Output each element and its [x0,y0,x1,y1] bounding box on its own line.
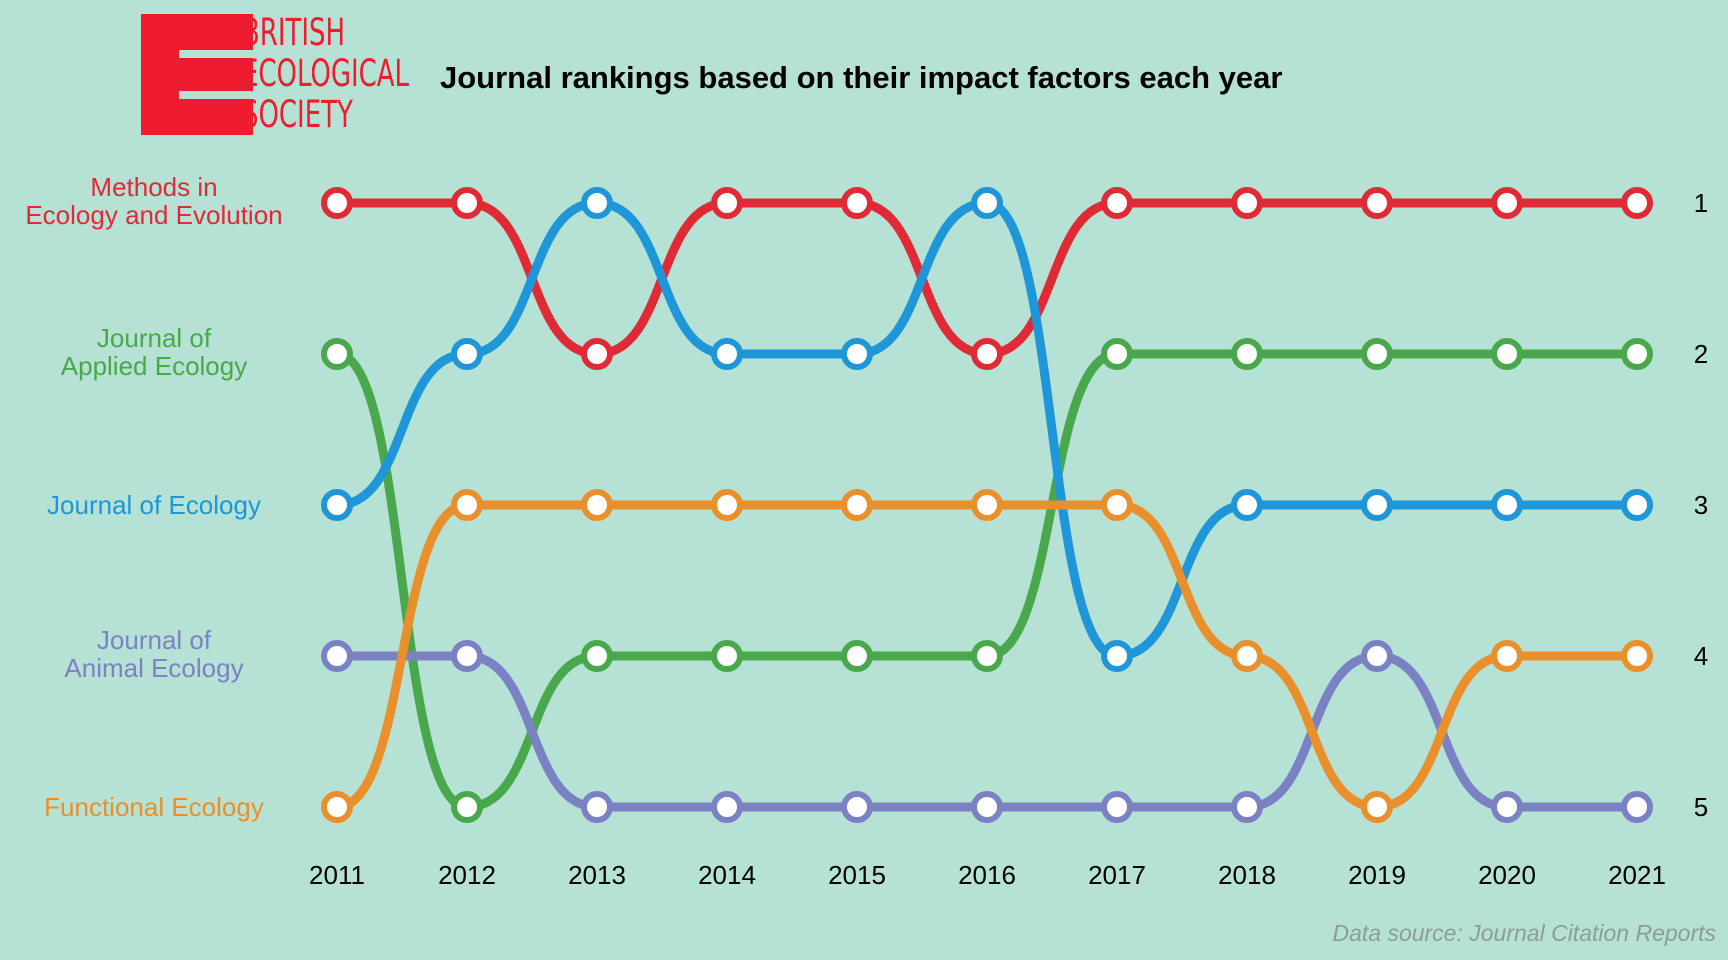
point-journal-of-ecology-2017 [1101,640,1133,672]
point-functional-ecology-2011 [321,791,353,823]
point-journal-of-animal-ecology-2018 [1231,791,1263,823]
bes-logo-wordmark: BRITISH ECOLOGICAL SOCIETY [242,12,409,135]
year-label-2011: 2011 [309,860,365,890]
point-journal-of-ecology-2016 [971,187,1003,219]
point-journal-of-animal-ecology-2014 [711,791,743,823]
point-methods-in-ecology-and-evolution-2011 [321,187,353,219]
logo-line-1: BRITISH [242,11,346,54]
point-functional-ecology-2021 [1621,640,1653,672]
year-label-2021: 2021 [1608,860,1666,890]
point-functional-ecology-2013 [581,489,613,521]
point-journal-of-animal-ecology-2013 [581,791,613,823]
point-functional-ecology-2014 [711,489,743,521]
point-journal-of-applied-ecology-2015 [841,640,873,672]
journal-labels: Methods in Ecology and Evolution Journal o… [25,172,282,822]
series-line-journal-of-ecology [332,198,1642,661]
point-journal-of-ecology-2015 [841,338,873,370]
series-line-journal-of-animal-ecology [332,651,1642,812]
chart-title: Journal rankings based on their impact f… [440,60,1283,95]
logo-line-3: SOCIETY [242,93,353,136]
point-journal-of-applied-ecology-2020 [1491,338,1523,370]
point-methods-in-ecology-and-evolution-2012 [451,187,483,219]
series-line-functional-ecology [332,500,1642,812]
point-journal-of-animal-ecology-2019 [1361,640,1393,672]
point-journal-of-animal-ecology-2011 [321,640,353,672]
point-journal-of-applied-ecology-2018 [1231,338,1263,370]
point-methods-in-ecology-and-evolution-2017 [1101,187,1133,219]
rank-label-4: 4 [1694,641,1708,671]
year-label-2015: 2015 [828,860,886,890]
point-journal-of-applied-ecology-2011 [321,338,353,370]
point-journal-of-animal-ecology-2017 [1101,791,1133,823]
point-methods-in-ecology-and-evolution-2016 [971,338,1003,370]
point-methods-in-ecology-and-evolution-2020 [1491,187,1523,219]
point-journal-of-animal-ecology-2015 [841,791,873,823]
point-journal-of-ecology-2018 [1231,489,1263,521]
series-points [321,187,1653,823]
point-functional-ecology-2012 [451,489,483,521]
rank-label-2: 2 [1694,339,1708,369]
point-journal-of-animal-ecology-2012 [451,640,483,672]
point-journal-of-ecology-2011 [321,489,353,521]
year-label-2019: 2019 [1348,860,1406,890]
year-labels: 2011 2012 2013 2014 2015 2016 2017 2018 2019 2020… [309,860,1666,890]
rank-label-3: 3 [1694,490,1708,520]
point-journal-of-applied-ecology-2017 [1101,338,1133,370]
point-functional-ecology-2015 [841,489,873,521]
bes-logo-mark [141,14,253,135]
year-label-2013: 2013 [568,860,626,890]
year-label-2018: 2018 [1218,860,1276,890]
year-label-2014: 2014 [698,860,756,890]
year-label-2012: 2012 [438,860,496,890]
point-journal-of-ecology-2012 [451,338,483,370]
point-journal-of-applied-ecology-2016 [971,640,1003,672]
point-methods-in-ecology-and-evolution-2018 [1231,187,1263,219]
journal-label-methods-in-ecology-and-evolution: Methods in Ecology and Evolution [25,172,282,230]
point-journal-of-applied-ecology-2019 [1361,338,1393,370]
journal-label-journal-of-animal-ecology: Journal of Animal Ecology [64,625,243,683]
point-methods-in-ecology-and-evolution-2019 [1361,187,1393,219]
point-journal-of-ecology-2020 [1491,489,1523,521]
point-journal-of-applied-ecology-2021 [1621,338,1653,370]
logo-line-2: ECOLOGICAL [242,52,409,95]
point-journal-of-animal-ecology-2016 [971,791,1003,823]
journal-label-journal-of-ecology: Journal of Ecology [47,490,261,520]
year-label-2017: 2017 [1088,860,1146,890]
point-methods-in-ecology-and-evolution-2021 [1621,187,1653,219]
year-label-2016: 2016 [958,860,1016,890]
point-functional-ecology-2020 [1491,640,1523,672]
data-source-note: Data source: Journal Citation Reports [1332,920,1716,946]
point-journal-of-applied-ecology-2012 [451,791,483,823]
point-journal-of-animal-ecology-2021 [1621,791,1653,823]
point-methods-in-ecology-and-evolution-2013 [581,338,613,370]
rank-labels: 1 2 3 4 5 [1694,188,1708,822]
point-methods-in-ecology-and-evolution-2015 [841,187,873,219]
point-journal-of-applied-ecology-2013 [581,640,613,672]
bes-logo-bar-top [179,50,253,58]
point-methods-in-ecology-and-evolution-2014 [711,187,743,219]
point-functional-ecology-2018 [1231,640,1263,672]
point-journal-of-ecology-2013 [581,187,613,219]
point-functional-ecology-2019 [1361,791,1393,823]
point-functional-ecology-2017 [1101,489,1133,521]
year-label-2020: 2020 [1478,860,1536,890]
point-journal-of-ecology-2014 [711,338,743,370]
journal-label-functional-ecology: Functional Ecology [44,792,264,822]
bes-logo-bar-bottom [179,91,253,99]
rank-label-5: 5 [1694,792,1708,822]
journal-label-journal-of-applied-ecology: Journal of Applied Ecology [61,323,247,381]
point-journal-of-ecology-2019 [1361,489,1393,521]
point-journal-of-animal-ecology-2020 [1491,791,1523,823]
point-journal-of-applied-ecology-2014 [711,640,743,672]
point-functional-ecology-2016 [971,489,1003,521]
rank-label-1: 1 [1694,188,1708,218]
point-journal-of-ecology-2021 [1621,489,1653,521]
